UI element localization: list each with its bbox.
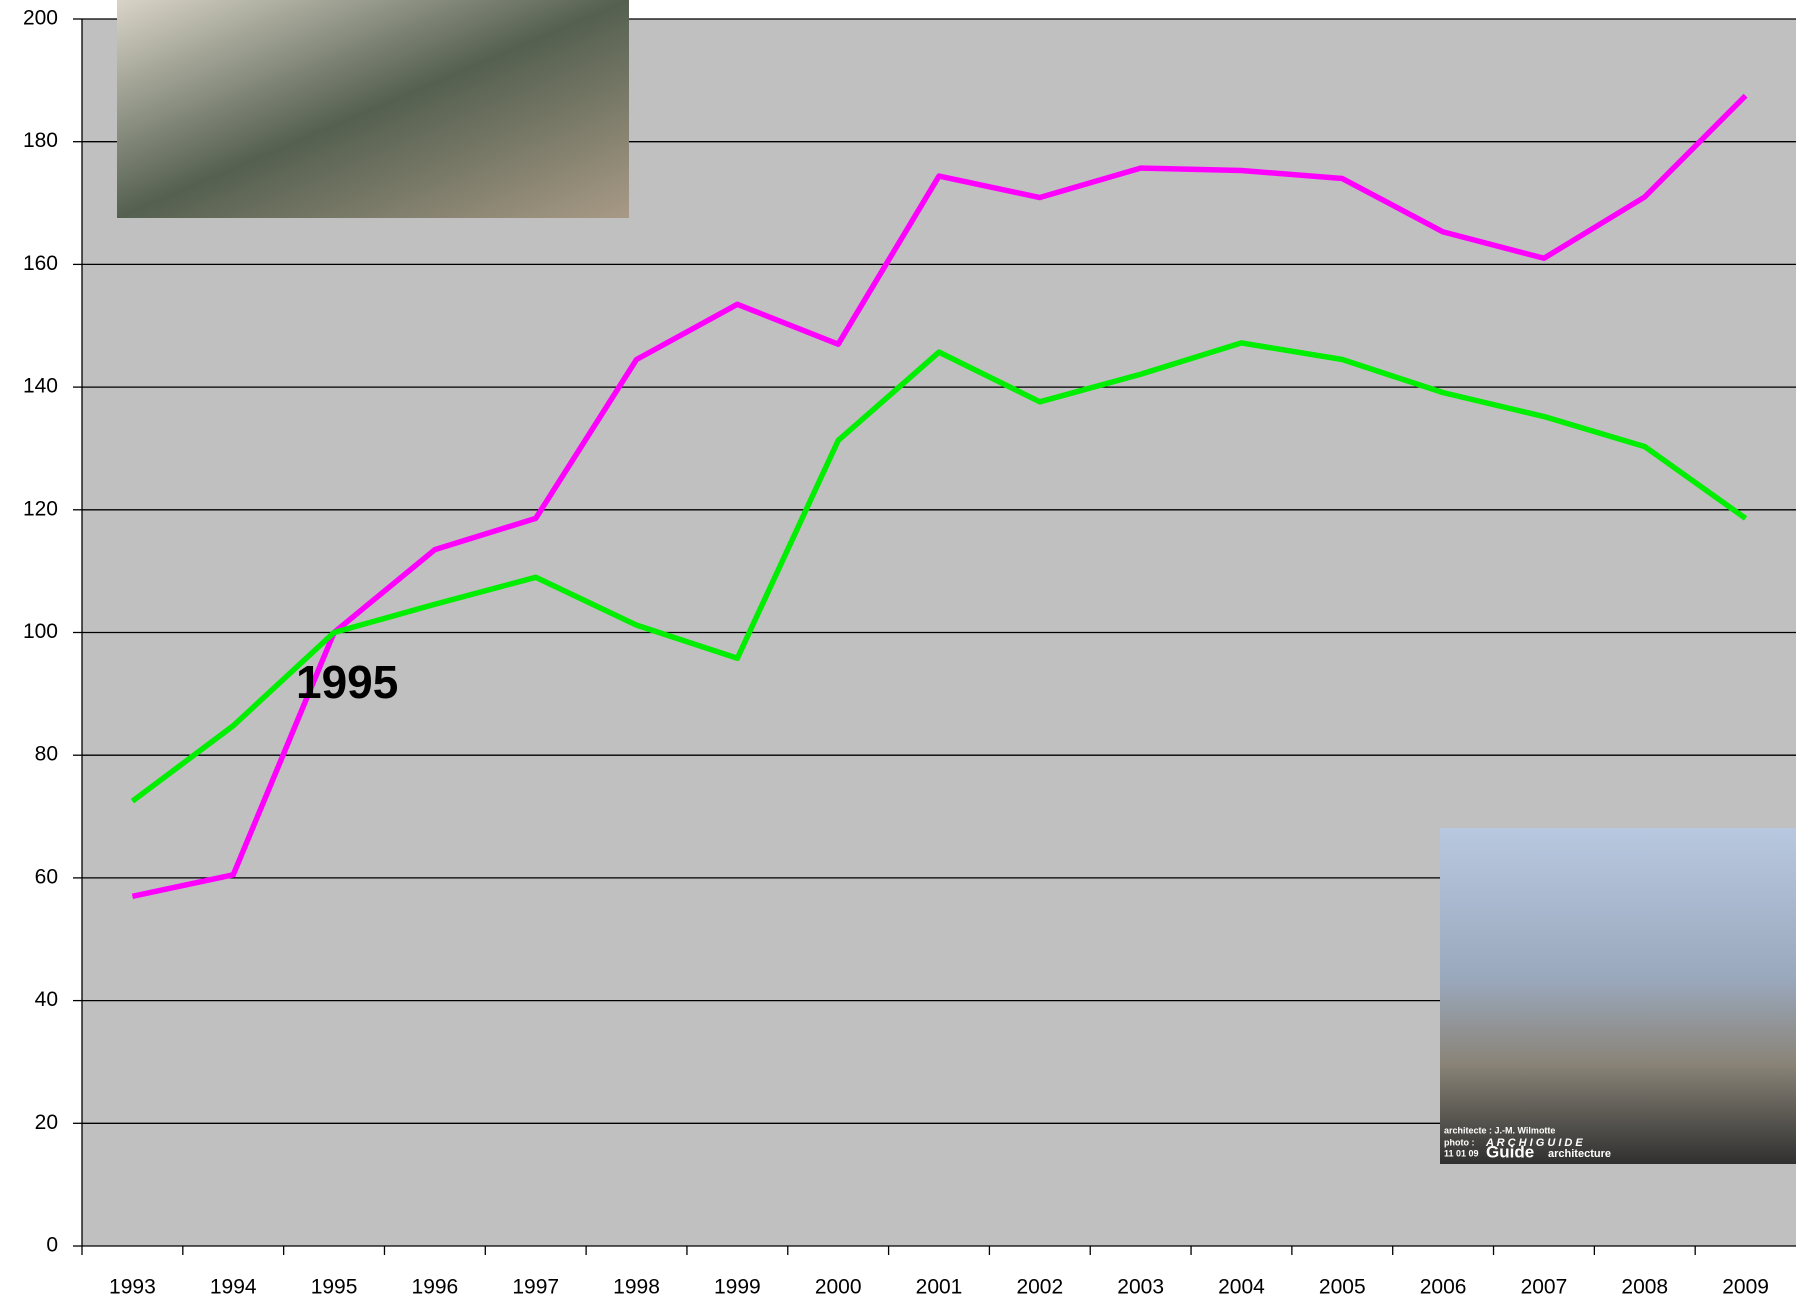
y-tick-label: 140 — [23, 375, 58, 398]
x-tick-label: 1997 — [512, 1276, 559, 1299]
x-tick-label: 2009 — [1722, 1276, 1769, 1299]
photo — [117, 0, 629, 218]
y-tick-label: 40 — [35, 988, 58, 1011]
photo — [1440, 828, 1796, 1164]
x-tick-label: 2000 — [815, 1276, 862, 1299]
x-tick-label: 2002 — [1016, 1276, 1063, 1299]
photo-caption: architecture — [1548, 1148, 1611, 1160]
x-tick-label: 1999 — [714, 1276, 761, 1299]
x-tick-label: 2001 — [916, 1276, 963, 1299]
y-tick-label: 80 — [35, 743, 58, 766]
x-tick-label: 2005 — [1319, 1276, 1366, 1299]
chart: architecte : J.-M. Wilmotte photo : A R … — [0, 0, 1796, 1303]
y-tick-label: 60 — [35, 865, 58, 888]
photo-caption: photo : — [1444, 1137, 1475, 1147]
y-tick-label: 20 — [35, 1111, 58, 1134]
x-tick-label: 1996 — [412, 1276, 459, 1299]
y-tick-label: 100 — [23, 620, 58, 643]
x-tick-label: 2006 — [1420, 1276, 1467, 1299]
photo-caption: architecte : J.-M. Wilmotte — [1444, 1125, 1555, 1135]
x-tick-label: 2008 — [1621, 1276, 1668, 1299]
y-tick-label: 120 — [23, 497, 58, 520]
y-tick-label: 180 — [23, 129, 58, 152]
photo-caption: Guide — [1486, 1142, 1534, 1161]
annotation: 1995 — [296, 656, 398, 708]
x-tick-label: 1995 — [311, 1276, 358, 1299]
x-tick-label: 1994 — [210, 1276, 257, 1299]
y-tick-label: 0 — [46, 1234, 58, 1257]
y-tick-label: 160 — [23, 252, 58, 275]
x-tick-label: 1993 — [109, 1276, 156, 1299]
x-tick-label: 2003 — [1117, 1276, 1164, 1299]
photo-caption: 11 01 09 — [1444, 1148, 1479, 1158]
x-tick-label: 1998 — [613, 1276, 660, 1299]
x-tick-label: 2007 — [1521, 1276, 1568, 1299]
y-tick-label: 200 — [23, 7, 58, 30]
x-tick-label: 2004 — [1218, 1276, 1265, 1299]
